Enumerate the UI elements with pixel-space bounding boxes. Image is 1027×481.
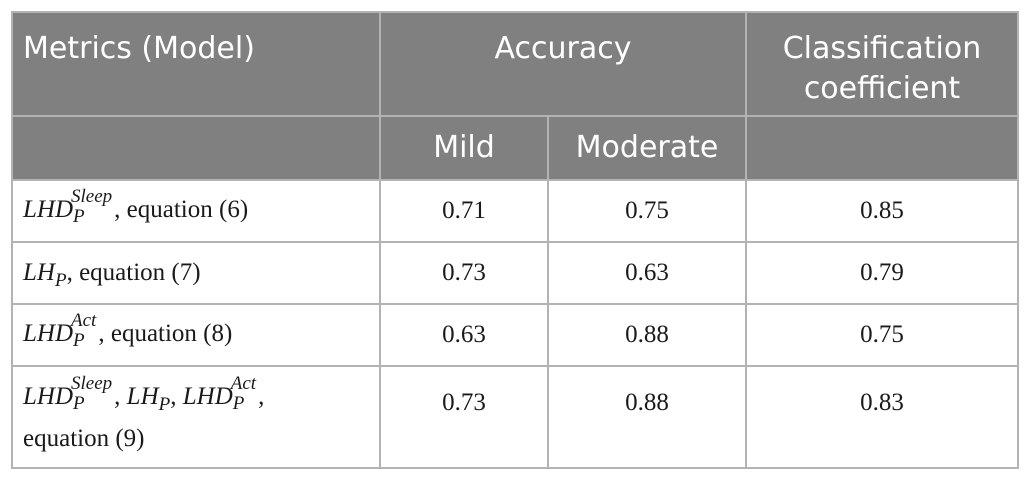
moderate-value: 0.88 xyxy=(547,365,747,469)
metric-separator: , xyxy=(114,383,127,410)
metrics-model-header: Metrics (Model) xyxy=(11,11,381,117)
metric-base: LHD xyxy=(23,319,74,347)
metric-sub: P xyxy=(73,392,85,414)
mild-value: 0.71 xyxy=(379,179,549,243)
table-container: Metrics (Model) Accuracy Classification … xyxy=(11,11,1019,469)
metric-line2: equation (9) xyxy=(23,425,145,452)
metric-cell: LHP, equation (7) xyxy=(11,241,381,305)
coefficient-value: 0.79 xyxy=(745,241,1019,305)
metric-suffix: , equation (8) xyxy=(98,319,233,347)
mild-value: 0.73 xyxy=(379,365,549,469)
metric-separator: , xyxy=(258,383,265,410)
metric-sup: Act xyxy=(71,309,97,331)
metric-sup: Sleep xyxy=(71,372,113,394)
moderate-header: Moderate xyxy=(547,115,747,181)
metric-suffix: , equation (6) xyxy=(114,195,249,223)
table-row: LHD Sleep P , equation (6) 0.71 0.75 0.85 xyxy=(11,179,1019,243)
metric-sub: P xyxy=(54,270,67,291)
metric-base: LHD xyxy=(23,383,74,410)
metric-base: LHD xyxy=(23,195,74,223)
classification-coefficient-header: Classification coefficient xyxy=(745,11,1019,117)
coefficient-value: 0.83 xyxy=(745,365,1019,469)
metric-sub: P xyxy=(73,329,85,351)
metric-cell: LHD Act P , equation (8) xyxy=(11,303,381,367)
metric-sub: P xyxy=(73,205,85,227)
metric-cell: LHD Sleep P, LHP, LHD Act P, equation (9) xyxy=(11,365,381,469)
header-empty-cell xyxy=(11,115,381,181)
metric-separator: , xyxy=(170,383,183,410)
moderate-value: 0.88 xyxy=(547,303,747,367)
moderate-value: 0.63 xyxy=(547,241,747,305)
metric-base: LHD xyxy=(182,383,233,410)
metric-sub: P xyxy=(232,392,245,414)
metric-base: LH xyxy=(23,259,55,286)
metrics-table: Metrics (Model) Accuracy Classification … xyxy=(11,11,1019,469)
header-empty-cell xyxy=(745,115,1019,181)
mild-value: 0.63 xyxy=(379,303,549,367)
table-row: LHD Act P , equation (8) 0.63 0.88 0.75 xyxy=(11,303,1019,367)
metric-suffix: , equation (7) xyxy=(66,259,201,286)
header-row-2: Mild Moderate xyxy=(11,115,1019,181)
mild-header: Mild xyxy=(379,115,549,181)
metric-sup: Act xyxy=(230,372,257,394)
moderate-value: 0.75 xyxy=(547,179,747,243)
coefficient-value: 0.75 xyxy=(745,303,1019,367)
table-row: LHP, equation (7) 0.73 0.63 0.79 xyxy=(11,241,1019,305)
metric-sub: P xyxy=(158,394,171,415)
table-row: LHD Sleep P, LHP, LHD Act P, equation (9) 0.7… xyxy=(11,365,1019,469)
metric-sup: Sleep xyxy=(71,185,113,207)
accuracy-header: Accuracy xyxy=(379,11,747,117)
metric-cell: LHD Sleep P , equation (6) xyxy=(11,179,381,243)
mild-value: 0.73 xyxy=(379,241,549,305)
coefficient-value: 0.85 xyxy=(745,179,1019,243)
metric-base: LH xyxy=(126,383,159,410)
header-row-1: Metrics (Model) Accuracy Classification … xyxy=(11,11,1019,117)
